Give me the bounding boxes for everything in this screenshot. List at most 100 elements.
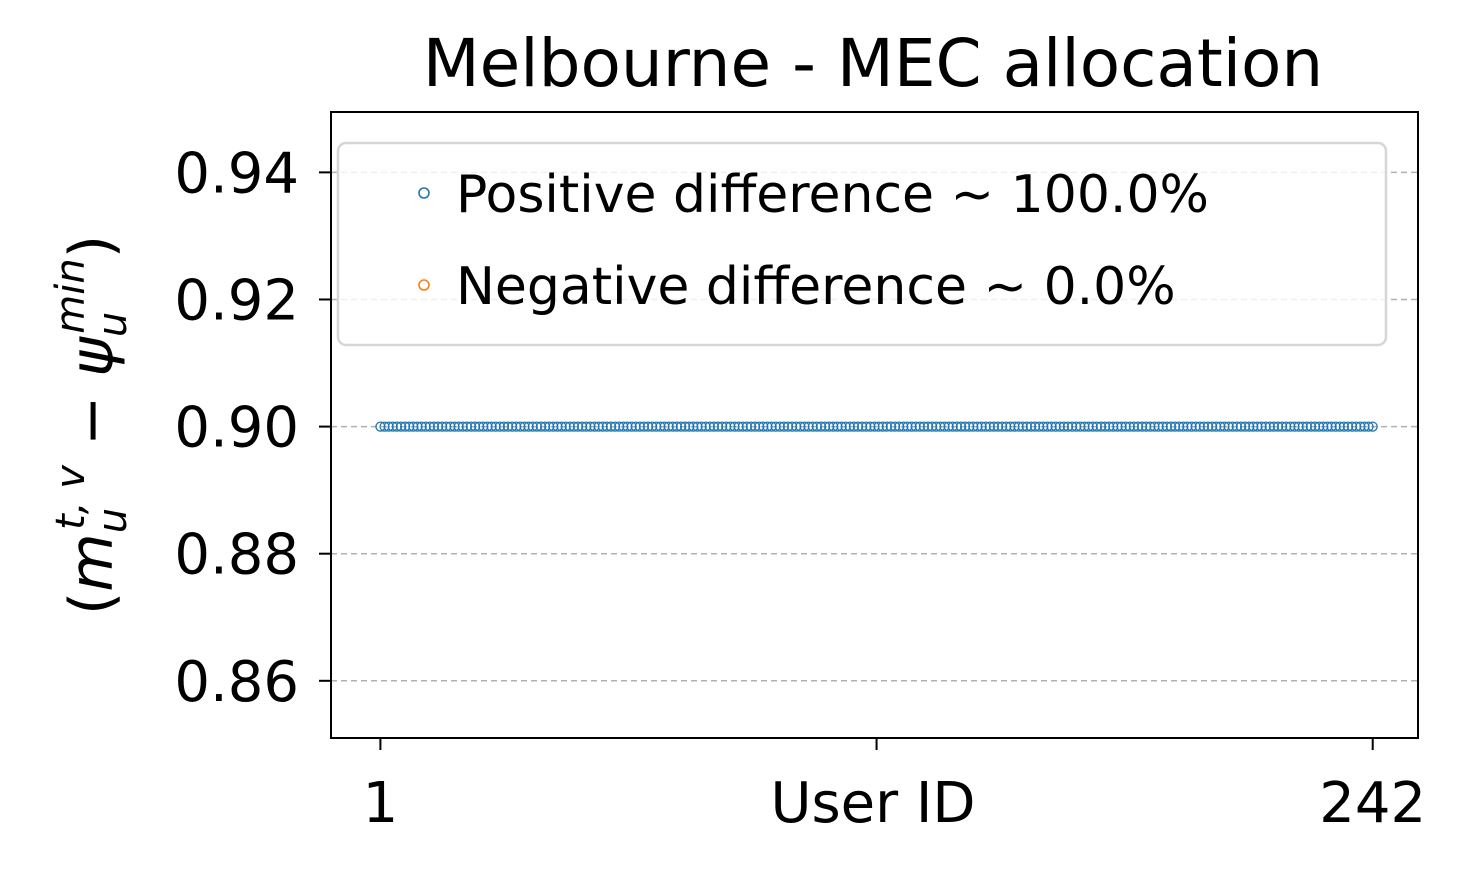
data-point [1276,421,1288,432]
legend-label-negative: Negative difference ~ 0.0% [456,257,1176,317]
data-point [601,421,613,432]
data-point [408,421,419,432]
data-point [926,421,938,432]
data-point [1149,421,1160,432]
data-point [1309,421,1321,432]
data-point [1281,421,1292,432]
data-point [614,421,625,432]
data-point [1087,421,1098,432]
data-point [1260,421,1271,432]
data-point [1108,421,1119,432]
data-point [1104,421,1115,432]
data-point [1248,421,1259,432]
data-point [515,421,526,432]
data-point [844,421,855,432]
data-point [469,421,481,432]
data-point [527,421,538,432]
data-point [1322,421,1333,432]
y-axis-label: (mut, v − ψumin) [48,235,136,615]
x-tick-label: 1 [363,771,399,836]
data-point [445,421,456,432]
data-point [791,421,802,432]
data-point [663,421,674,432]
y-tick-label: 0.94 [174,141,299,206]
data-point [984,421,995,432]
data-point [1342,421,1354,432]
y-tick-label: 0.90 [174,396,299,461]
data-point [976,421,987,432]
data-point [375,421,386,432]
data-point [1034,421,1045,432]
plot-frame [330,111,1419,739]
data-point [453,421,464,432]
data-point [852,421,864,432]
data-point [1330,421,1341,432]
data-point [889,421,901,432]
data-point [840,421,851,432]
data-point [1038,421,1049,432]
data-point [577,421,588,432]
data-point [1169,421,1181,432]
data-point [754,421,765,432]
data-point [618,421,629,432]
data-point [1161,421,1172,432]
data-point [1219,421,1230,432]
data-point [1186,421,1197,432]
data-point [745,421,757,432]
data-point [1268,421,1280,432]
chart-title: Melbourne - MEC allocation [423,25,1324,102]
data-point [432,421,444,432]
data-point [494,421,505,432]
data-point [556,421,567,432]
data-point [955,421,967,432]
data-point [856,421,868,432]
data-point [1182,421,1193,432]
data-point [1338,421,1350,432]
data-point [1244,421,1255,432]
data-point [667,421,678,432]
data-point [1153,421,1164,432]
data-point [696,421,707,432]
ylabel-m-sub: u [90,508,136,533]
data-point [548,421,559,432]
data-point [741,421,753,432]
data-point [799,421,810,432]
x-tick-label: 242 [1319,771,1426,836]
data-point [490,421,501,432]
data-point [807,421,818,432]
data-point [1157,421,1168,432]
data-point [507,421,518,432]
data-point [581,421,592,432]
data-point [1050,421,1061,432]
data-point [461,421,473,432]
ylabel-psi: ψ [57,336,127,377]
data-point [679,421,691,432]
data-point [1071,421,1082,432]
data-point [704,421,715,432]
x-axis-label: User ID [770,771,975,836]
data-point [1198,421,1210,432]
legend-marker-positive [418,187,430,199]
ylabel-open: ( [57,592,127,615]
data-point [1124,421,1135,432]
data-point [1095,421,1107,432]
data-point [638,421,650,432]
data-point [399,421,411,432]
data-point [959,421,971,432]
data-point [420,421,431,432]
ylabel-close: ) [57,235,127,258]
data-point [589,421,600,432]
data-point [725,421,736,432]
data-point [634,421,645,432]
data-point [572,421,584,432]
data-point [721,421,732,432]
data-point [1190,421,1201,432]
data-point [519,421,530,432]
data-point [1174,421,1185,432]
data-point [395,421,407,432]
data-point [626,421,637,432]
data-point [1017,421,1028,432]
data-point [1334,421,1345,432]
data-point [1145,421,1156,432]
ylabel-m: m [57,533,127,591]
